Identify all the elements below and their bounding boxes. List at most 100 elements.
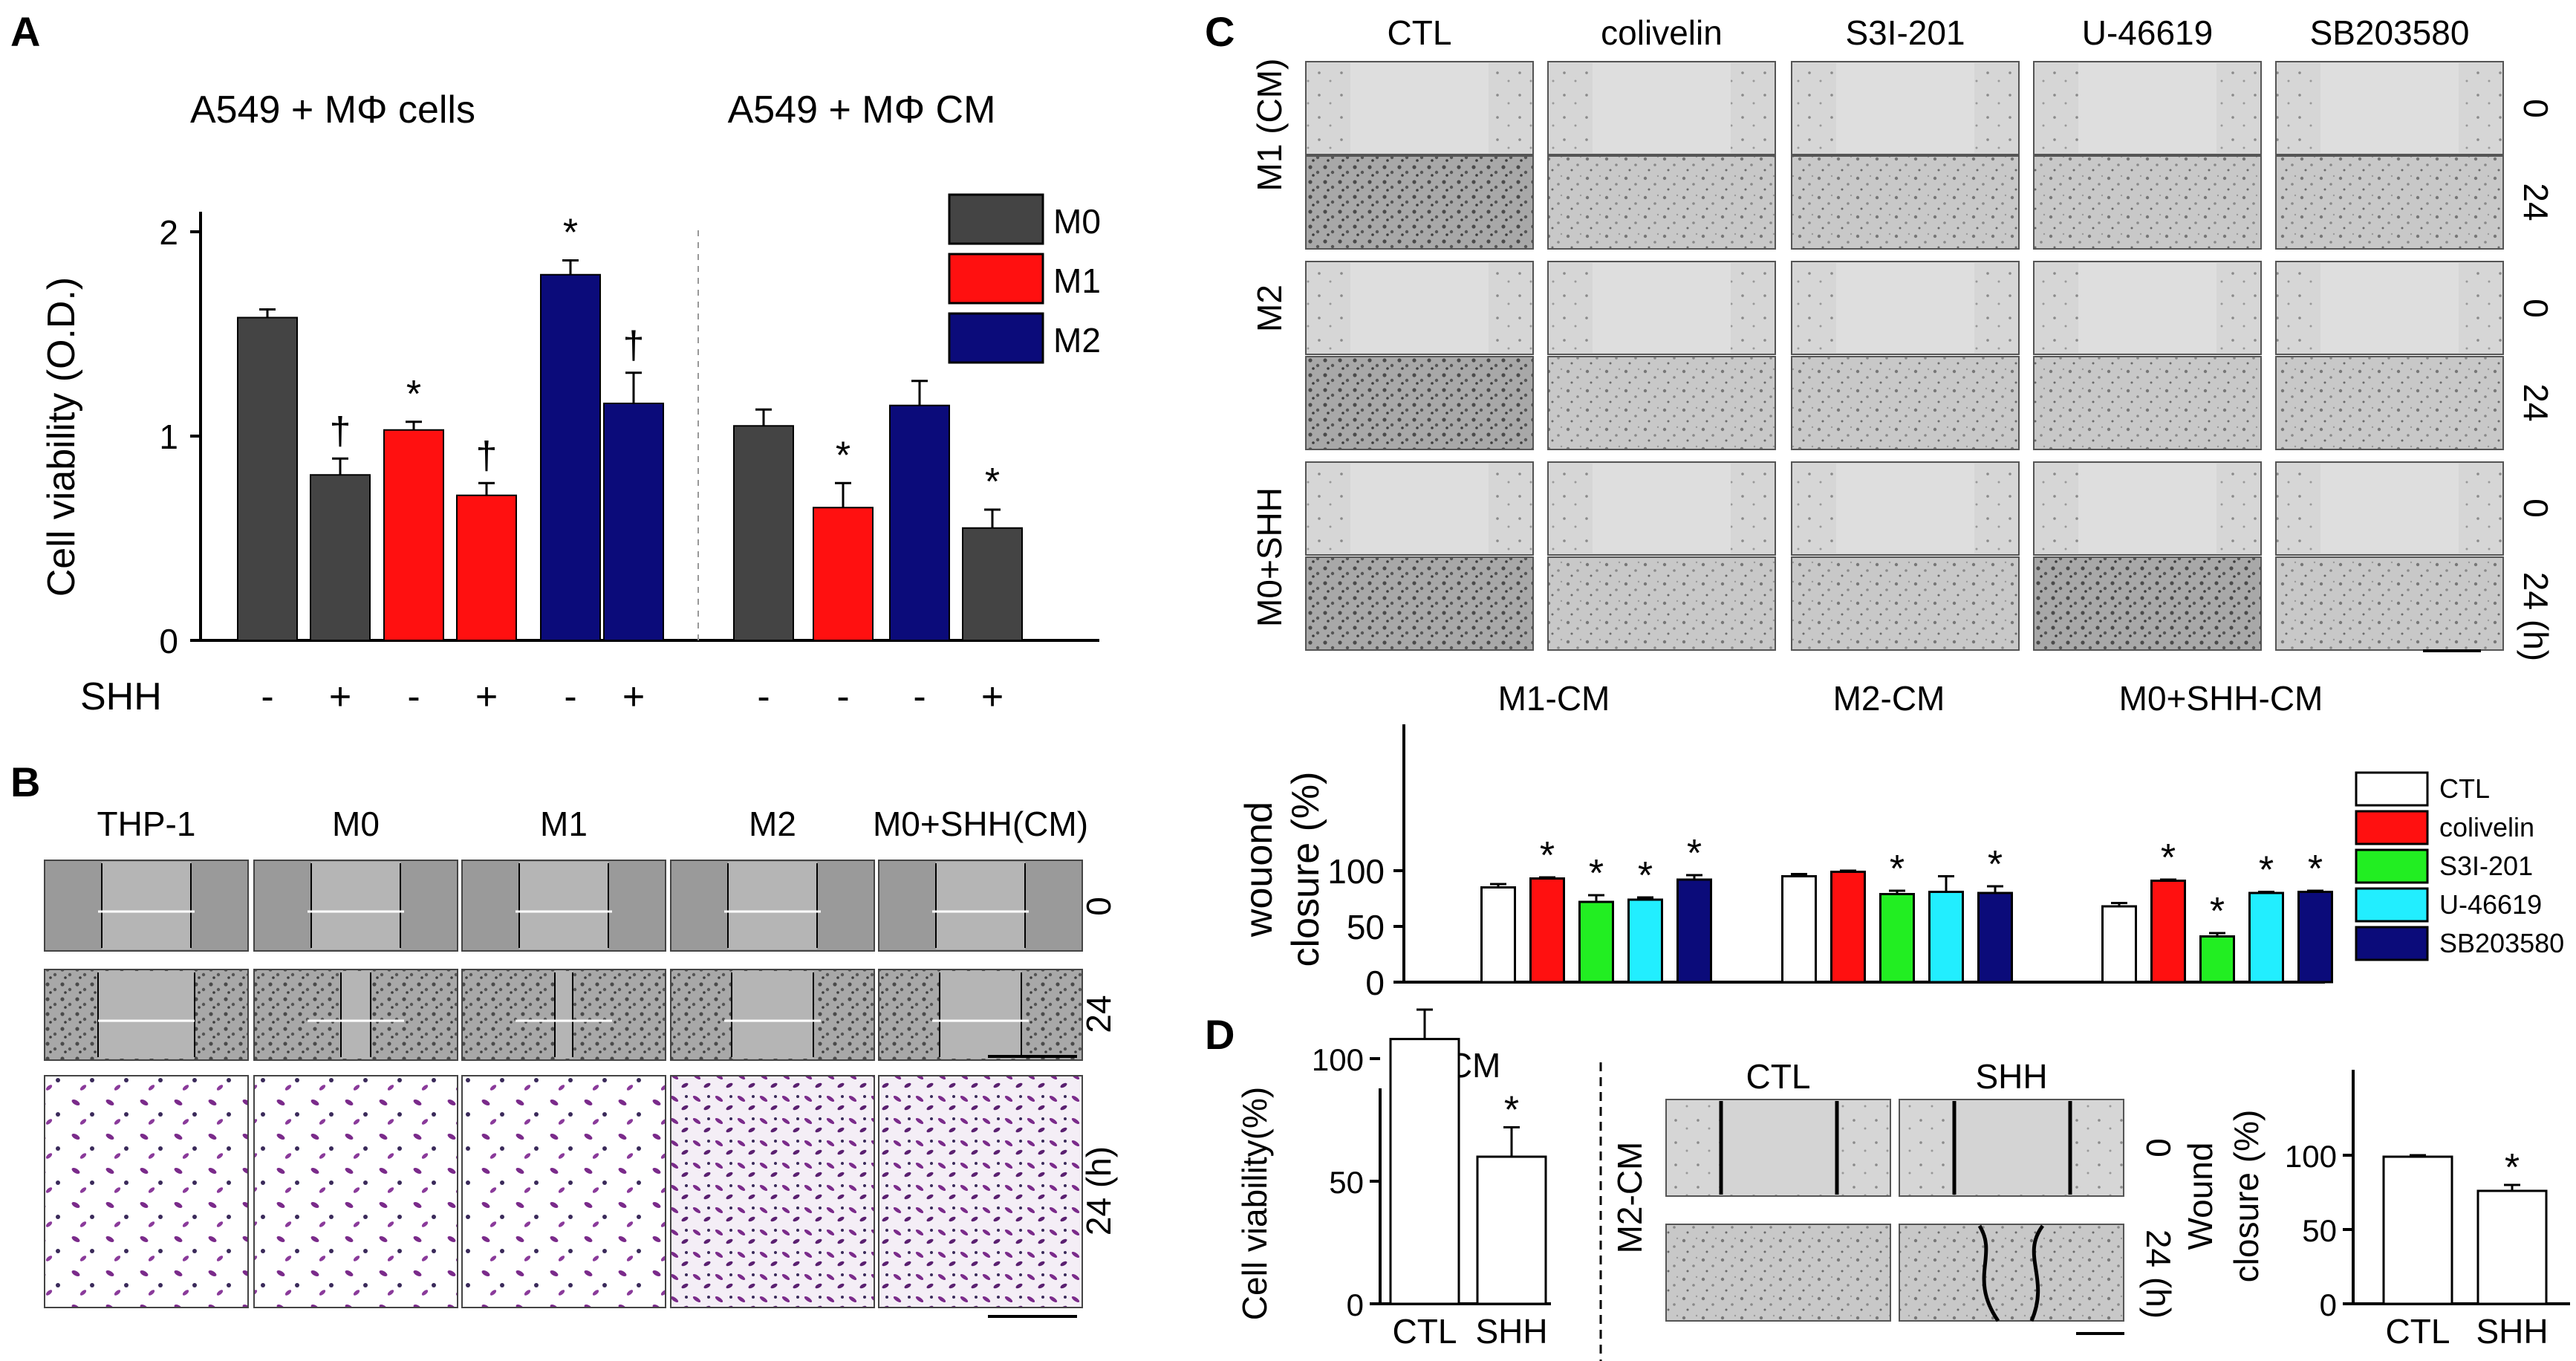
d2-y-tick-label: 50 (2302, 1213, 2337, 1248)
c-legend-swatch (2355, 887, 2429, 923)
c-bar (1781, 875, 1817, 984)
c-y-axis-label-line1: wouond (1237, 802, 1281, 938)
c-y-tick-label: 50 (1347, 908, 1385, 946)
d-micrograph-24h (1665, 1224, 1891, 1322)
c-micrograph (2033, 556, 2262, 651)
d1-y-tick-label: 0 (1347, 1287, 1364, 1322)
c-micrograph (1791, 556, 2020, 651)
a-significance-mark: * (563, 212, 578, 255)
c-time-label: 0 (2517, 99, 2555, 118)
d1-bar (1389, 1038, 1460, 1305)
d-scratch-gap (1954, 1101, 2070, 1195)
d2-x-tick-label: CTL (2386, 1312, 2450, 1351)
b-micrograph (44, 1075, 249, 1308)
a-shh-sign: + (981, 675, 1004, 718)
c-scratch-gap (2078, 464, 2216, 553)
d1-y-tick-label: 50 (1329, 1165, 1364, 1200)
b-column-title: M1 (540, 805, 588, 843)
a-shh-sign: - (564, 675, 576, 718)
c-scratch-gap (2320, 464, 2459, 553)
c-significance-star: * (1890, 848, 1905, 891)
d-time-label: 24 (h) (2139, 1230, 2178, 1319)
a-legend-swatch (948, 253, 1044, 305)
a-bar (603, 403, 664, 641)
a-bar (540, 273, 601, 641)
d2-significance-star: * (2505, 1146, 2520, 1189)
d2-y-tick-label: 0 (2320, 1287, 2337, 1322)
c-micrograph (1305, 356, 1534, 450)
b-micrograph (878, 1075, 1083, 1308)
d-wound-edge-trace (2029, 1224, 2045, 1322)
a-legend-swatch (948, 312, 1044, 364)
c-micrograph (2033, 155, 2262, 250)
c-scratch-gap (2078, 263, 2216, 353)
c-scratch-gap (2320, 263, 2459, 353)
d-image-column-title: CTL (1746, 1057, 1811, 1096)
c-bar (2101, 905, 2137, 984)
c-scratch-gap (1593, 263, 1731, 353)
c-scratch-gap (1350, 263, 1489, 353)
a-shh-sign: - (261, 675, 273, 718)
c-significance-star: * (1589, 852, 1604, 895)
c-bar (1879, 893, 1915, 984)
a-significance-mark: † (623, 324, 645, 367)
b-time-label: 0 (1079, 897, 1118, 916)
c-column-title: U-46619 (2082, 13, 2213, 52)
b-scratch-gap (311, 862, 400, 949)
c-legend-swatch (2355, 771, 2429, 807)
a-y-tick-label: 0 (159, 622, 178, 660)
c-bar (1529, 877, 1565, 984)
c-time-label: 0 (2517, 498, 2555, 518)
c-bar (2297, 891, 2333, 984)
a-bar (889, 404, 950, 641)
c-significance-star: * (2308, 848, 2323, 891)
c-y-axis-label-line2: closure (%) (1284, 772, 1327, 967)
panel-label-c: C (1205, 8, 1235, 55)
c-bar (2199, 935, 2235, 984)
c-column-title: SB203580 (2310, 13, 2470, 52)
group-title-cm: A549 + MΦ CM (728, 88, 996, 131)
c-legend-swatch (2355, 848, 2429, 884)
d1-x-tick-label: CTL (1393, 1312, 1457, 1351)
b-scratch-gap (555, 971, 573, 1059)
c-significance-star: * (2259, 849, 2274, 892)
a-bar (962, 527, 1023, 641)
c-row-label: M2 (1250, 285, 1289, 332)
c-legend-swatch (2355, 810, 2429, 845)
c-scratch-gap (1836, 464, 1974, 553)
d-time-label: 0 (2139, 1138, 2178, 1157)
a-bar (310, 474, 371, 641)
c-column-title: colivelin (1601, 13, 1723, 52)
d2-bar (2382, 1155, 2453, 1305)
c-bar (1928, 891, 1964, 984)
c-time-label: 24 (2517, 183, 2555, 221)
b-time-label: 24 (1079, 995, 1118, 1033)
a-y-axis-label: Cell viability (O.D.) (40, 277, 83, 597)
d2-bar (2476, 1189, 2548, 1305)
panel-label-b: B (10, 759, 40, 805)
a-bar (813, 507, 874, 641)
c-significance-star: * (1687, 832, 1702, 875)
b-scratch-gap (936, 862, 1025, 949)
c-legend-label: colivelin (2439, 812, 2534, 842)
c-group-title: M2-CM (1833, 679, 1945, 718)
b-scratch-gap (519, 862, 608, 949)
a-significance-mark: * (836, 434, 850, 477)
c-legend-label: CTL (2439, 773, 2490, 804)
b-scratch-gap (98, 971, 195, 1059)
c-micrograph (1547, 155, 1776, 250)
b-scratch-gap (732, 971, 813, 1059)
a-shh-sign: + (622, 675, 645, 718)
group-title-cells: A549 + MΦ cells (190, 88, 475, 131)
a-shh-sign: + (329, 675, 351, 718)
c-group-title: M1-CM (1498, 679, 1610, 718)
c-bar (1676, 878, 1712, 984)
a-bar (383, 429, 444, 641)
d2-y-axis-label-line1: Wound (2181, 1143, 2219, 1250)
c-micrograph (2033, 356, 2262, 450)
d2-y-tick-label: 100 (2285, 1139, 2337, 1174)
d2-x-tick-label: SHH (2476, 1312, 2548, 1351)
c-time-label: 0 (2517, 299, 2555, 318)
c-time-label: 24 (2517, 383, 2555, 421)
